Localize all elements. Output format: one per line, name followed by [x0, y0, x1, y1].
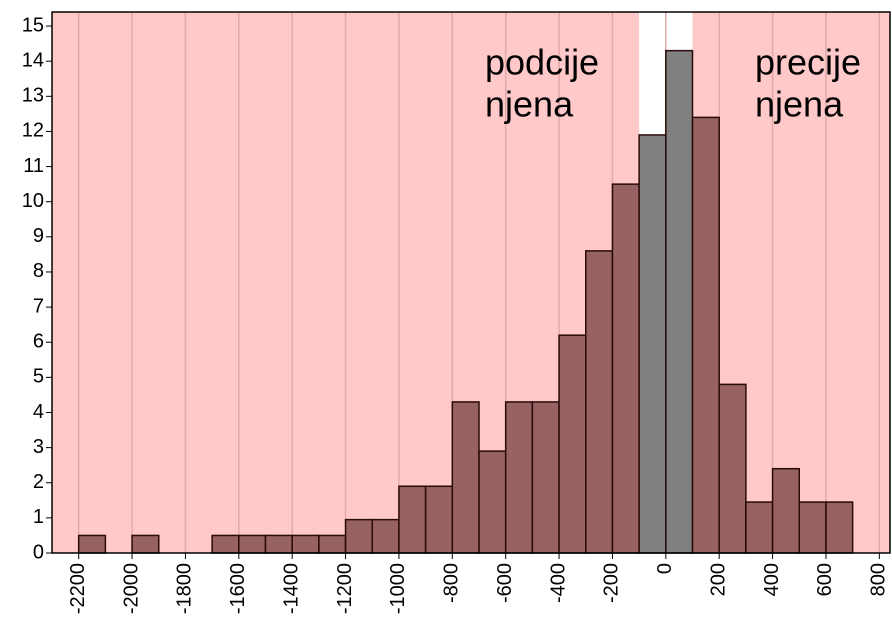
annotation: njena: [485, 84, 574, 125]
x-tick-label: -2000: [120, 563, 142, 614]
annotation: precije: [755, 42, 861, 83]
x-tick-label: -1000: [387, 563, 409, 614]
x-tick-label: 800: [868, 563, 890, 596]
annotation: njena: [755, 84, 844, 125]
x-tick-label: 200: [707, 563, 729, 596]
bar: [638, 134, 667, 554]
bar: [318, 534, 347, 554]
bar: [585, 250, 614, 554]
bar: [424, 485, 454, 554]
bar: [238, 534, 267, 554]
x-tick-label: -600: [494, 563, 516, 603]
y-tick-label: 15: [22, 14, 44, 36]
y-tick-label: 0: [33, 541, 44, 563]
bar: [665, 49, 694, 554]
annotation: podcije: [485, 42, 599, 83]
y-tick-label: 12: [22, 120, 44, 142]
y-tick-label: 7: [33, 295, 44, 317]
plot-frame: [51, 11, 891, 554]
x-tick-label: -1800: [174, 563, 196, 614]
x-tick-label: -400: [547, 563, 569, 603]
x-tick-label: -2200: [67, 563, 89, 614]
x-tick-label: -1400: [280, 563, 302, 614]
x-tick-label: 600: [814, 563, 836, 596]
y-tick-label: 6: [33, 331, 44, 353]
y-tick-label: 1: [33, 506, 44, 528]
bar: [264, 534, 293, 554]
y-tick-label: 2: [33, 471, 44, 493]
bar: [771, 467, 801, 554]
bar: [745, 501, 774, 554]
bar: [531, 401, 560, 554]
y-tick-label: 9: [33, 225, 44, 247]
x-tick-label: 0: [654, 563, 676, 574]
y-tick-label: 11: [23, 155, 44, 177]
bar: [77, 534, 107, 554]
y-tick-label: 14: [22, 49, 44, 71]
bar: [691, 116, 720, 554]
bar: [371, 518, 400, 554]
y-tick-label: 3: [33, 436, 44, 458]
y-tick-label: 13: [22, 85, 44, 107]
x-tick-label: 400: [761, 563, 783, 596]
bar: [798, 501, 827, 554]
bar: [718, 383, 747, 554]
bar: [131, 534, 160, 554]
y-tick-label: 10: [22, 190, 44, 212]
bar: [211, 534, 240, 554]
bar: [344, 518, 374, 554]
bar: [611, 183, 640, 554]
y-tick-label: 5: [33, 366, 44, 388]
x-tick-label: -1200: [334, 563, 356, 614]
bar: [478, 450, 507, 554]
y-tick-label: 8: [33, 260, 44, 282]
x-tick-label: -200: [601, 563, 623, 603]
x-tick-label: -800: [441, 563, 463, 603]
bar: [291, 534, 320, 554]
x-tick-label: -1600: [227, 563, 249, 614]
bar: [825, 501, 854, 554]
bar: [451, 401, 480, 554]
y-tick-label: 4: [33, 401, 44, 423]
bar: [398, 485, 427, 554]
bar: [504, 401, 534, 554]
bar: [558, 334, 587, 554]
